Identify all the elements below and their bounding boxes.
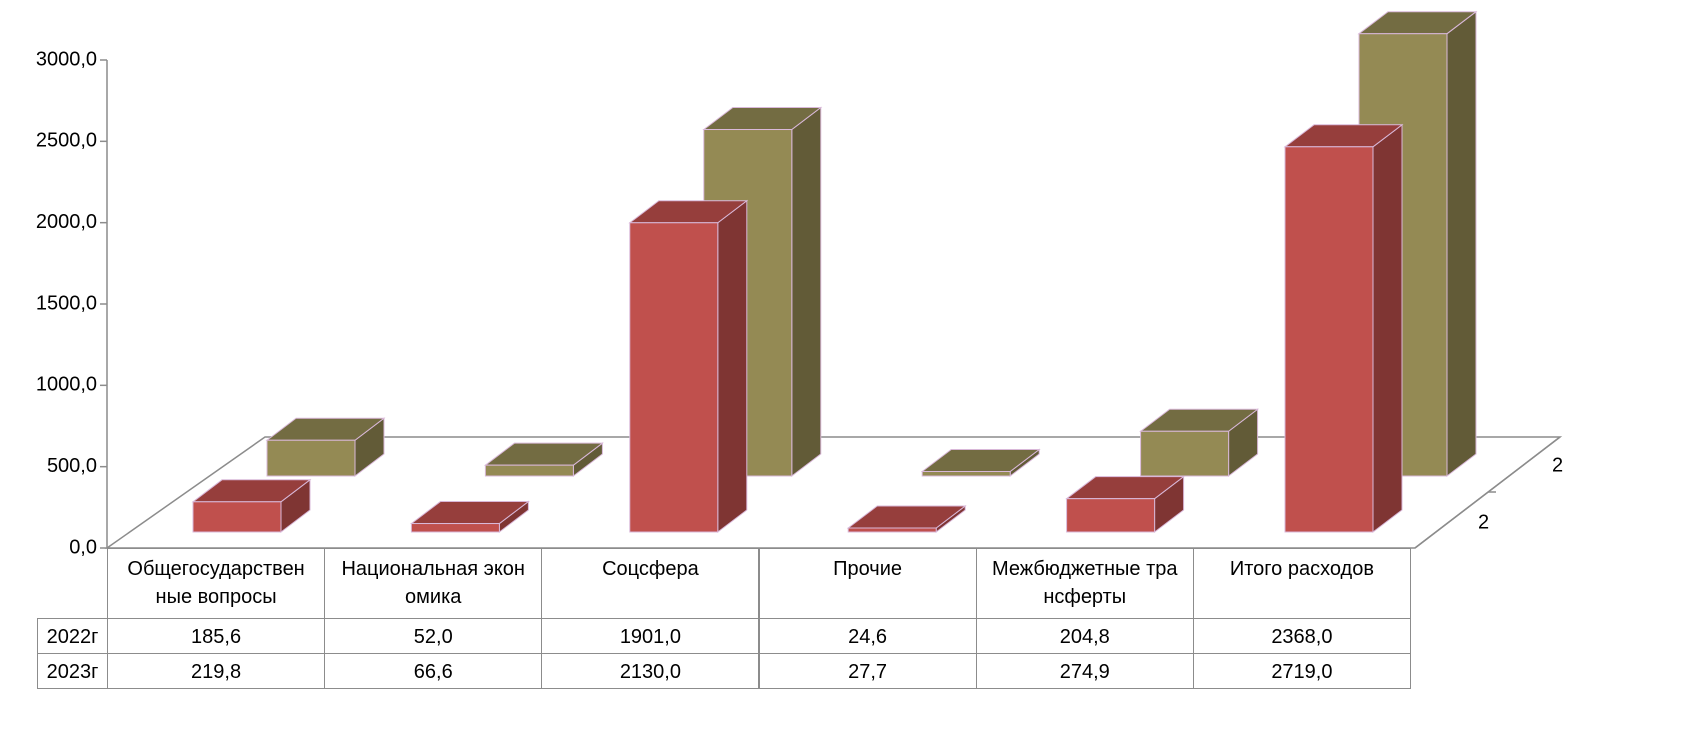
table-value: 2368,0 [1192, 618, 1411, 654]
table-value: 1901,0 [541, 618, 760, 654]
table-value: 185,6 [107, 618, 326, 654]
category-label: Общегосударственные вопросы [107, 548, 326, 619]
y-tick-label: 1500,0 [36, 292, 97, 314]
table-value: 66,6 [324, 653, 543, 689]
y-tick-label: 500,0 [47, 455, 97, 477]
bar [410, 523, 500, 533]
y-tick-label: 3000,0 [36, 48, 97, 70]
category-label: Межбюджетные трансферты [975, 548, 1194, 619]
bar [1284, 146, 1374, 533]
y-tick-label: 1000,0 [36, 374, 97, 396]
category-label: Соцсфера [541, 548, 760, 619]
bar [484, 464, 574, 477]
depth-axis [1414, 436, 1561, 549]
bar [192, 501, 282, 533]
y-tick-label: 2000,0 [36, 211, 97, 233]
bar-side [1446, 10, 1477, 478]
table-value: 2719,0 [1192, 653, 1411, 689]
table-value: 52,0 [324, 618, 543, 654]
depth-label: 2 [1478, 511, 1489, 533]
bar-side [791, 106, 822, 478]
y-tick-label: 0,0 [69, 536, 97, 558]
category-label: Итого расходов [1192, 548, 1411, 619]
bar-side [717, 199, 748, 534]
table-value: 2130,0 [541, 653, 760, 689]
legend-label: 2022г [37, 618, 108, 654]
bar [1140, 430, 1230, 477]
table-value: 204,8 [975, 618, 1194, 654]
bar-side [1372, 123, 1403, 534]
y-tick-label: 2500,0 [36, 130, 97, 152]
category-label: Прочие [758, 548, 977, 619]
legend-label: 2023г [37, 653, 108, 689]
bar [847, 527, 937, 533]
bar [266, 439, 356, 477]
category-label: Национальная экономика [324, 548, 543, 619]
bar [629, 222, 719, 533]
table-value: 24,6 [758, 618, 977, 654]
bar [1066, 498, 1156, 533]
table-value: 274,9 [975, 653, 1194, 689]
bar-top [846, 505, 967, 529]
table-value: 27,7 [758, 653, 977, 689]
bar-top [920, 448, 1041, 472]
depth-label: 2 [1552, 454, 1563, 476]
table-value: 219,8 [107, 653, 326, 689]
bar [921, 470, 1011, 477]
